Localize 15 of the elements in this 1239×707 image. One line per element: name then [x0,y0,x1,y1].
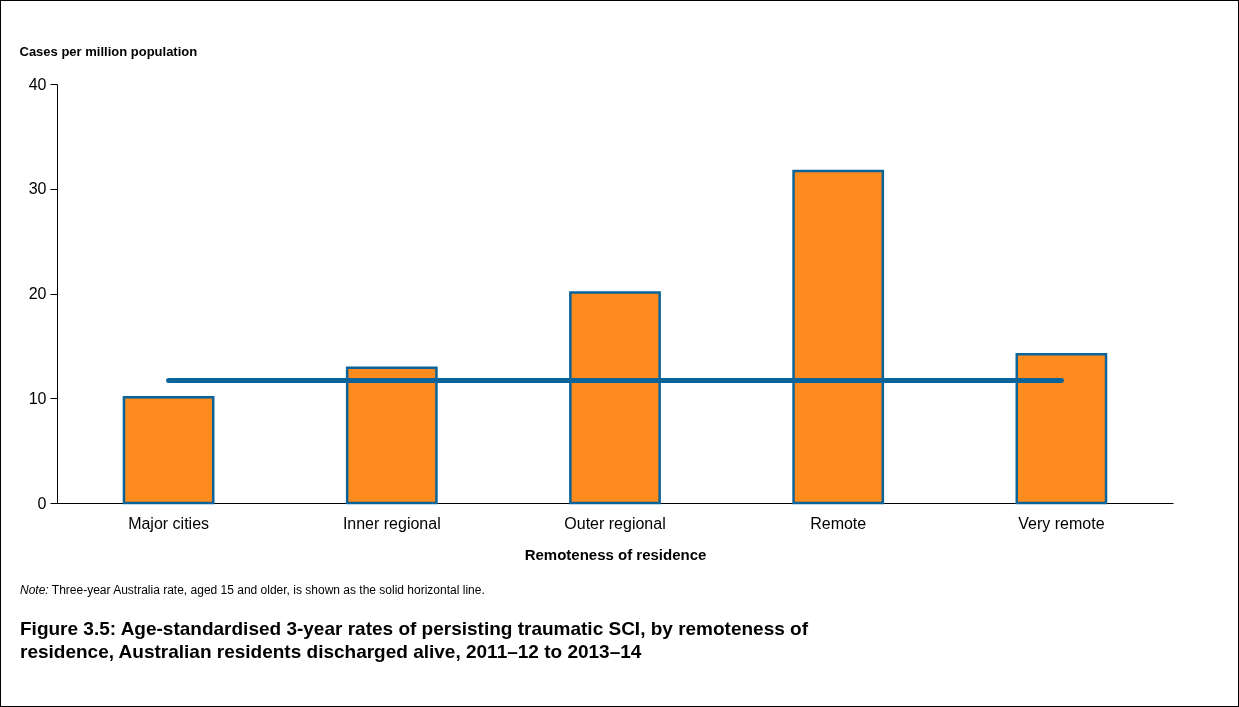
x-axis-title: Remoteness of residence [524,545,707,563]
x-tick-label: Inner regional [342,514,441,532]
text: Note: Three-year Australia rate, aged 15 and older, is shown as the solid horizontal line. [20,583,485,597]
x-tick-label: Remote [810,514,867,532]
x-tick-label: Outer regional [564,514,666,532]
y-tick-label: 10 [28,389,47,407]
y-tick-label: 0 [37,494,47,512]
y-tick-label: 20 [28,285,47,302]
y-axis-title: Cases per million population [19,43,198,59]
x-tick-label: Major cities [128,514,210,532]
bar [122,395,215,505]
text: Figure 3.5: Age-standardised 3-year rates of persisting traumatic SCI, by remoteness of residence, Australian residents discharged alive, 2011–12 to 2013–14 [20,617,810,663]
x-tick-label: Very remote [1018,514,1105,532]
y-tick-label: 40 [28,75,47,93]
y-tick-label: 30 [28,180,47,198]
